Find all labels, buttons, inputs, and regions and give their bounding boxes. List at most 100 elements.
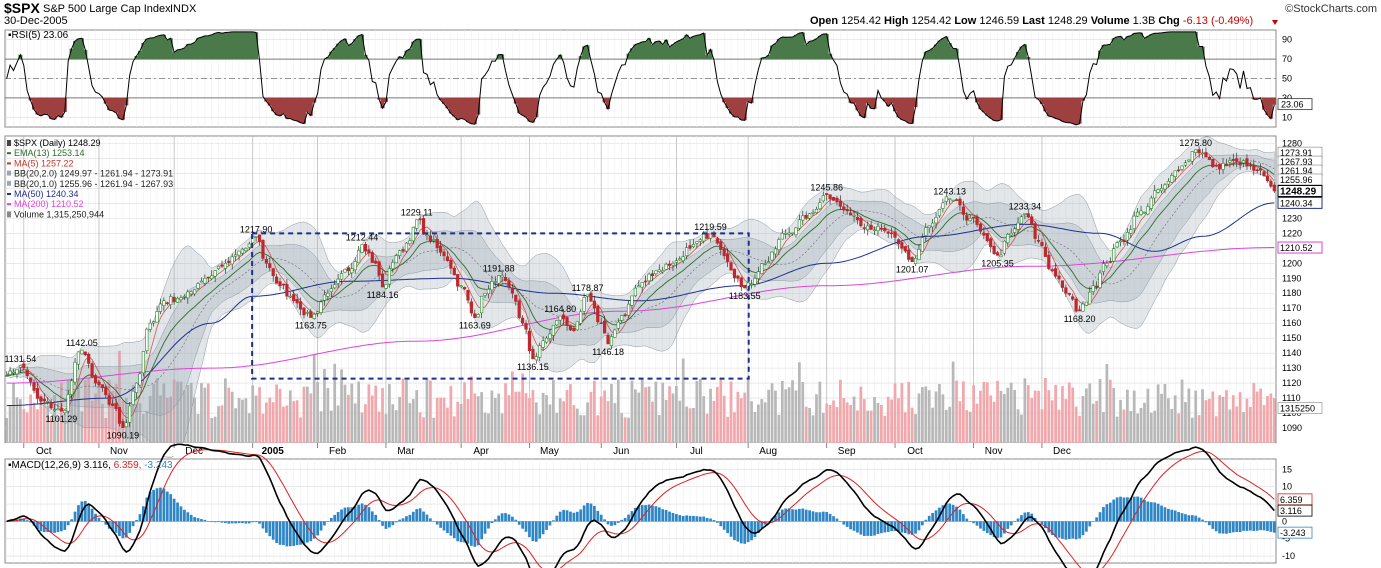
candle-body bbox=[879, 227, 883, 230]
volume-bar bbox=[777, 414, 781, 443]
candle-body bbox=[131, 390, 135, 405]
month-label: Dec bbox=[1053, 446, 1071, 457]
volume-bar bbox=[1187, 388, 1191, 443]
volume-bar bbox=[1071, 387, 1075, 443]
volume-bar bbox=[487, 413, 490, 443]
candle-body bbox=[189, 291, 193, 295]
price-tick-label: 1180 bbox=[1282, 288, 1301, 298]
candle-body bbox=[1180, 165, 1184, 170]
candle-body bbox=[685, 247, 689, 257]
macd-histogram-bar bbox=[244, 521, 248, 524]
volume-bar bbox=[808, 407, 811, 443]
month-label: Mar bbox=[397, 446, 415, 457]
candle-body bbox=[1050, 269, 1054, 272]
macd-histogram-bar bbox=[1143, 499, 1146, 522]
price-annotation: 1217.90 bbox=[240, 224, 273, 234]
volume-bar bbox=[210, 417, 214, 443]
candle-body bbox=[66, 394, 70, 412]
price-annotation: 1131.54 bbox=[4, 354, 36, 364]
volume-bar bbox=[924, 386, 928, 443]
candle-body bbox=[298, 301, 303, 310]
volume-bar bbox=[295, 400, 299, 443]
volume-bar bbox=[811, 415, 815, 443]
candle-body bbox=[32, 382, 36, 391]
candle-body bbox=[719, 241, 723, 250]
volume-bar bbox=[388, 384, 391, 443]
candle-body bbox=[377, 261, 381, 276]
candle-body bbox=[357, 250, 361, 264]
volume-bar bbox=[196, 413, 200, 443]
candle-body bbox=[350, 268, 354, 274]
candle-body bbox=[531, 348, 535, 360]
volume-bar bbox=[675, 385, 678, 443]
volume-bar bbox=[42, 398, 46, 443]
macd-histogram-bar bbox=[1228, 521, 1232, 533]
volume-bar bbox=[743, 392, 747, 443]
volume-bar bbox=[548, 404, 552, 443]
macd-histogram-bar bbox=[418, 508, 422, 522]
candle-body bbox=[1248, 164, 1252, 167]
candle-body bbox=[1033, 223, 1037, 239]
macd-histogram-bar bbox=[1208, 521, 1211, 526]
candle-body bbox=[1153, 190, 1157, 199]
volume-bar bbox=[558, 398, 562, 443]
macd-histogram-bar bbox=[575, 511, 579, 522]
candle-body bbox=[890, 232, 894, 235]
candle-body bbox=[910, 257, 914, 262]
volume-bar bbox=[657, 415, 661, 443]
macd-histogram-bar bbox=[278, 521, 282, 545]
volume-bar bbox=[1238, 392, 1242, 443]
macd-histogram-bar bbox=[1040, 521, 1044, 525]
macd-histogram-bar bbox=[292, 521, 296, 546]
macd-histogram-bar bbox=[668, 511, 671, 522]
candle-body bbox=[715, 238, 719, 244]
volume-bar bbox=[955, 380, 958, 443]
macd-histogram-bar bbox=[217, 521, 220, 523]
macd-histogram-bar bbox=[452, 521, 456, 539]
macd-histogram-bar bbox=[265, 521, 268, 533]
volume-bar bbox=[186, 384, 190, 443]
macd-histogram-bar bbox=[548, 521, 552, 526]
volume-bar bbox=[1105, 364, 1109, 443]
candle-body bbox=[175, 298, 180, 303]
candle-body bbox=[992, 245, 996, 254]
candle-body bbox=[801, 215, 805, 221]
volume-bar bbox=[326, 387, 330, 443]
macd-histogram-bar bbox=[439, 521, 442, 528]
macd-histogram-bar bbox=[757, 521, 760, 533]
volume-bar bbox=[951, 361, 955, 443]
candle-body bbox=[845, 209, 849, 212]
macd-histogram-bar bbox=[794, 509, 798, 522]
candle-body bbox=[292, 294, 296, 302]
volume-bar bbox=[1050, 400, 1054, 443]
price-annotation: 1212.44 bbox=[346, 233, 379, 243]
macd-histogram-bar bbox=[1006, 521, 1010, 529]
candle-body bbox=[1187, 159, 1191, 162]
volume-bar bbox=[685, 406, 688, 443]
macd-histogram-bar bbox=[1132, 496, 1136, 522]
candle-body bbox=[1183, 162, 1188, 166]
macd-histogram-bar bbox=[470, 521, 473, 546]
macd-histogram-bar bbox=[425, 514, 429, 522]
volume-bar bbox=[1153, 410, 1157, 443]
candle-body bbox=[449, 259, 453, 269]
candle-body bbox=[1146, 206, 1150, 215]
candle-body bbox=[309, 311, 313, 318]
volume-bar bbox=[569, 384, 572, 443]
macd-histogram-bar bbox=[835, 518, 839, 522]
volume-bar bbox=[873, 397, 876, 443]
volume-bar bbox=[1067, 382, 1071, 443]
volume-bar bbox=[1255, 391, 1259, 443]
candle-body bbox=[141, 351, 145, 374]
volume-bar bbox=[681, 358, 685, 443]
macd-histogram-bar bbox=[377, 519, 381, 522]
macd-histogram-bar bbox=[777, 512, 781, 522]
macd-histogram-bar bbox=[521, 521, 524, 529]
macd-histogram-bar bbox=[1061, 521, 1064, 539]
macd-histogram-bar bbox=[972, 521, 975, 524]
macd-histogram-bar bbox=[391, 521, 395, 526]
macd-histogram-bar bbox=[183, 509, 186, 522]
macd-histogram-bar bbox=[22, 518, 26, 522]
price-annotation: 1243.13 bbox=[933, 187, 966, 197]
volume-bar bbox=[336, 405, 340, 443]
